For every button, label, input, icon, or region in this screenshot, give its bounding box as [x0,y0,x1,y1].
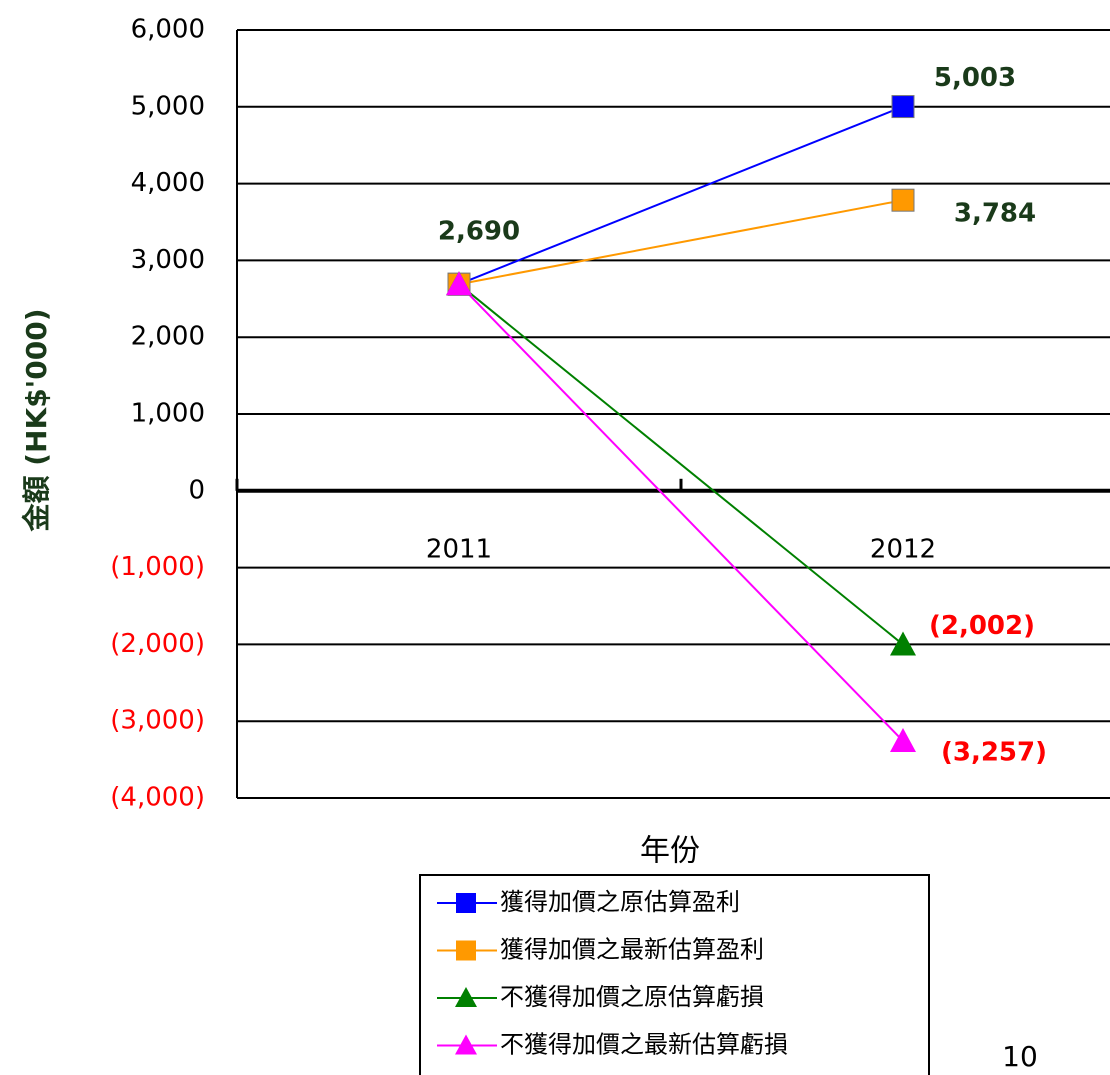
series-line [458,283,904,646]
y-tick-label: 5,000 [131,91,205,121]
y-tick-label: (2,000) [110,629,205,659]
page-number: 10 [1002,1040,1038,1073]
marker [446,271,472,296]
data-label: 3,784 [954,199,1036,229]
y-tick-label: 6,000 [131,15,205,45]
legend-label: 獲得加價之最新估算盈利 [500,936,764,964]
y-tick-label: (1,000) [110,552,205,582]
y-tick-label: 2,000 [131,322,205,352]
legend-marker [456,893,476,913]
data-label: 5,003 [934,63,1016,93]
marker [891,188,915,212]
y-tick-label: 3,000 [131,245,205,275]
x-axis-title: 年份 [640,834,700,869]
y-tick-label: 1,000 [131,399,205,429]
legend-label: 不獲得加價之最新估算虧損 [500,1031,788,1059]
data-label: 2,690 [438,217,520,247]
legend-label: 獲得加價之原估算盈利 [500,888,740,916]
y-tick-label: 4,000 [131,168,205,198]
series-line [458,199,904,286]
x-tick-label: 2012 [870,535,936,565]
data-label: (3,257) [941,737,1047,767]
marker [890,631,916,656]
y-tick-label: (3,000) [110,706,205,736]
series-line [458,283,904,742]
y-tick-label: (4,000) [110,783,205,813]
legend-marker [456,940,476,961]
y-tick-label: 0 [188,475,205,505]
series-line [458,105,904,286]
y-axis-title: 金額 (HK$'000) [20,309,53,533]
x-tick-label: 2011 [426,535,492,565]
legend-label: 不獲得加價之原估算虧損 [500,983,764,1011]
data-label: (2,002) [929,611,1035,641]
legend-marker [455,987,477,1007]
marker [890,727,916,752]
marker [891,95,915,119]
legend-box [419,874,930,1075]
legend-marker [455,1034,477,1055]
